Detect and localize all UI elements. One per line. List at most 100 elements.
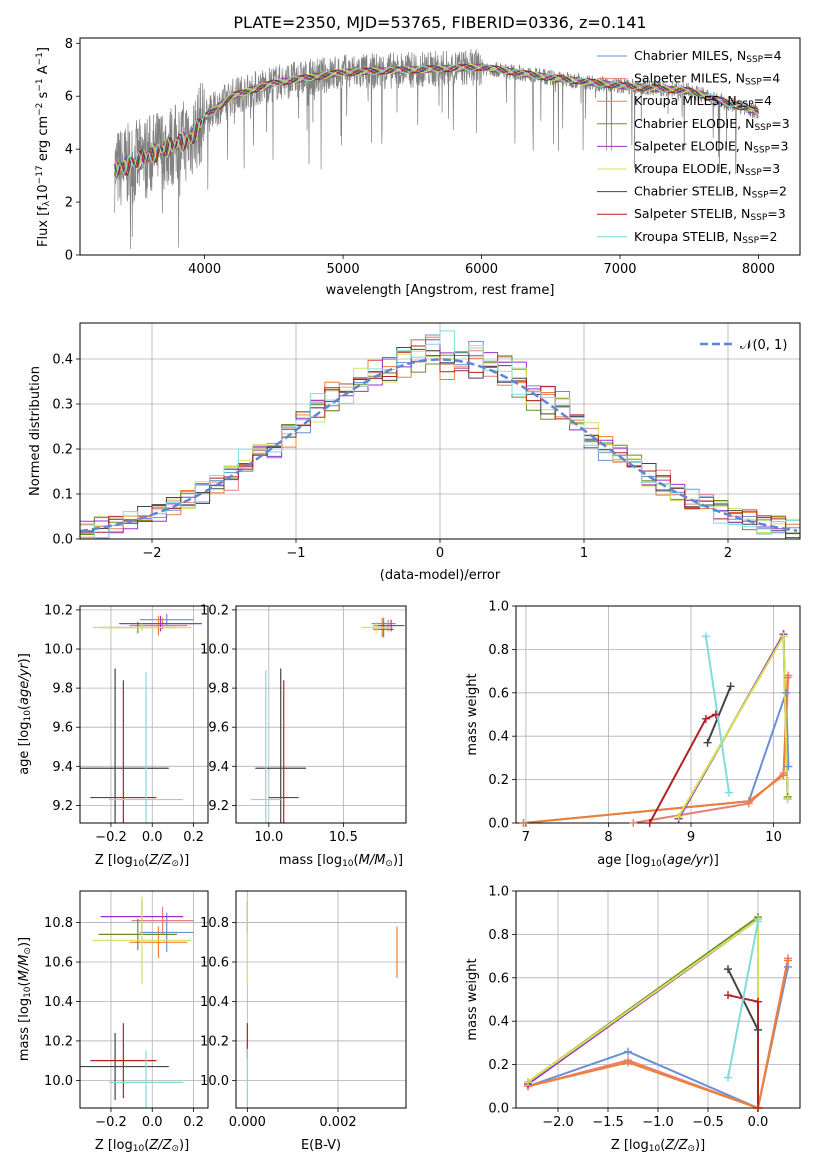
legend-entry: Salpeter STELIB, NSSP=3 (634, 206, 786, 223)
axes-frame (235, 890, 407, 1109)
weight-series-line (677, 630, 789, 820)
y-tick-label: 9.8 (208, 682, 229, 697)
legend-gaussian-label: 𝒩(0, 1) (740, 338, 787, 353)
y-tick-label: 10.2 (44, 1034, 73, 1049)
panel-weight-vs-age: 7 8 9 10 0.0 0.2 0.4 0.6 0.8 1.0 age [log10(age/yr… (465, 600, 801, 869)
x-tick-label: 0.2 (183, 830, 204, 845)
weight-marker (703, 738, 712, 747)
weight-marker (724, 991, 732, 1000)
y-tick-label: 10.8 (200, 916, 229, 931)
axes-frame (79, 37, 801, 256)
axes-frame (235, 605, 407, 824)
y-tick-label: 9.6 (208, 721, 229, 736)
x-tick-label: 6000 (465, 262, 498, 277)
weight-marker (524, 1077, 532, 1086)
x-tick-label: 4000 (188, 262, 221, 277)
weight-marker (784, 762, 793, 771)
spectrum-model-line (114, 63, 759, 173)
x-axis-label: Z [log10(Z/Z⊙)] (611, 1138, 705, 1154)
y-tick-label: 9.2 (52, 799, 73, 814)
x-axis-label: age [log10(age/yr)] (597, 853, 719, 869)
legend-entry: Kroupa STELIB, NSSP=2 (634, 229, 778, 246)
spectrum-legend: Chabrier MILES, NSSP=4 Salpeter MILES, NS… (597, 48, 790, 246)
y-tick-label: 10.2 (200, 1034, 229, 1049)
x-tick-label: −1.0 (642, 1115, 674, 1130)
plot-area (114, 49, 759, 250)
y-tick-label: 9.8 (52, 682, 73, 697)
y-tick-label: 4 (65, 143, 73, 158)
weight-marker (624, 1058, 632, 1067)
legend-entry: Salpeter ELODIE, NSSP=3 (634, 138, 788, 155)
legend-entry: Chabrier STELIB, NSSP=2 (634, 184, 787, 201)
x-tick-label: 0.0 (142, 830, 163, 845)
y-tick-label: 0.6 (488, 971, 509, 986)
x-axis-label: Z [log10(Z/Z⊙)] (95, 1138, 189, 1154)
y-axis-label: Normed distribution (28, 366, 43, 496)
weight-marker (629, 819, 638, 827)
weight-marker (754, 997, 762, 1006)
y-tick-label: 2 (65, 196, 73, 211)
weight-marker (754, 1025, 762, 1034)
y-tick-label: 10.0 (200, 1074, 229, 1089)
axes-frame (515, 605, 801, 824)
x-tick-label: 9 (687, 830, 695, 845)
x-axis-label: E(B-V) (301, 1138, 341, 1153)
histogram-step (80, 330, 800, 538)
spectrum-model-line (114, 64, 759, 181)
x-tick-label: 1 (580, 546, 588, 561)
y-tick-label: 0.4 (488, 730, 509, 745)
x-tick-label: −1.5 (592, 1115, 624, 1130)
x-tick-label: 5000 (327, 262, 360, 277)
y-tick-label: 10.2 (44, 603, 73, 618)
y-tick-label: 0.2 (52, 443, 73, 458)
spectrum-model-line (114, 63, 759, 175)
x-tick-label: −0.2 (95, 830, 127, 845)
y-tick-label: 9.2 (208, 799, 229, 814)
y-tick-label: 10.4 (44, 995, 73, 1010)
y-tick-label: 0.4 (488, 1015, 509, 1030)
plot-area (250, 617, 405, 823)
y-tick-label: 10.2 (200, 603, 229, 618)
y-tick-label: 10.8 (44, 916, 73, 931)
y-tick-label: 0.0 (488, 817, 509, 832)
weight-marker (724, 965, 732, 974)
legend-entry: Kroupa MILES, NSSP=4 (634, 93, 772, 110)
weight-marker (711, 710, 720, 719)
plot-area (523, 630, 790, 823)
weight-marker (754, 917, 762, 926)
y-tick-label: 9.4 (52, 760, 73, 775)
axes-frame (79, 890, 209, 1109)
y-tick-label: 10.6 (200, 956, 229, 971)
x-tick-label: 0.002 (319, 1115, 356, 1130)
weight-marker (783, 673, 792, 682)
weight-series-line (527, 917, 759, 1108)
weight-marker (744, 797, 753, 806)
x-axis-label: (data-model)/error (380, 568, 501, 583)
legend-entry: Chabrier ELODIE, NSSP=3 (634, 116, 790, 133)
spectrum-model-line (114, 63, 759, 175)
x-axis-label: wavelength [Angstrom, rest frame] (326, 283, 555, 298)
y-tick-label: 0 (65, 249, 73, 264)
x-tick-label: 0.000 (229, 1115, 266, 1130)
weight-marker (701, 714, 710, 723)
x-tick-label: −2.0 (542, 1115, 574, 1130)
figure-title: PLATE=2350, MJD=53765, FIBERID=0336, z=0… (233, 13, 646, 32)
y-axis-label: mass weight (465, 958, 480, 1040)
y-axis-label: mass [log10(M/M⊙)] (17, 937, 33, 1061)
y-tick-label: 9.6 (52, 721, 73, 736)
weight-marker (779, 771, 788, 780)
panel-age-vs-mass: 10.0 10.5 9.2 9.4 9.6 9.8 10.0 10.2 mass [log10(… (200, 603, 407, 869)
y-axis-label: mass weight (465, 673, 480, 755)
panel-age-vs-z: −0.2 0.0 0.2 9.2 9.4 9.6 9.8 10.0 10.2 Z [log10(Z… (17, 603, 209, 869)
weight-series-line (633, 675, 790, 823)
legend-entry: Chabrier MILES, NSSP=4 (634, 48, 782, 65)
y-tick-label: 1.0 (488, 600, 509, 615)
y-tick-label: 0.3 (52, 398, 73, 413)
weight-marker (624, 1047, 632, 1056)
x-tick-label: 7 (522, 830, 530, 845)
panel-weight-vs-z: −2.0 −1.5 −1.0 −0.5 0.0 0.0 0.2 0.4 0.6 0.8 1.0 Z [… (465, 885, 801, 1154)
weight-series-line (677, 632, 789, 818)
plot-area (246, 896, 398, 1108)
weight-marker (781, 688, 790, 697)
y-axis-label: age [log10(age/yr)] (17, 653, 33, 775)
